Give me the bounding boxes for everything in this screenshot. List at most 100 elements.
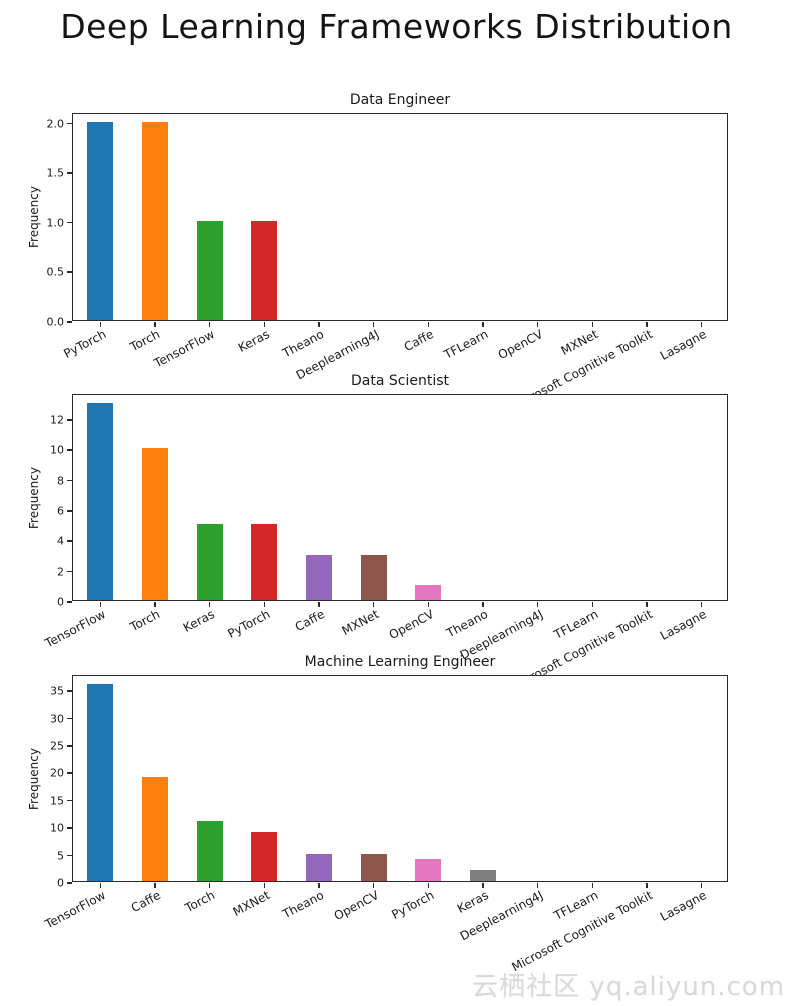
x-tick-label: OpenCV [386, 607, 436, 643]
y-tick-label: 35 [50, 684, 64, 698]
y-tick-label: 0 [57, 876, 64, 890]
y-tick-mark [66, 540, 72, 542]
y-tick-mark [66, 271, 72, 273]
y-tick-mark [66, 321, 72, 323]
x-tick-mark [208, 321, 211, 327]
x-tick-label: TensorFlow [152, 327, 218, 371]
x-tick-mark [427, 321, 430, 327]
x-tick-mark [427, 601, 430, 607]
bar-mxnet [251, 831, 278, 881]
y-tick-mark [66, 122, 72, 125]
x-tick-label: Lasagne [658, 327, 710, 363]
x-tick-label: Deeplearning4J [457, 888, 546, 944]
y-tick-label: 0.0 [46, 315, 65, 329]
x-tick-mark [536, 601, 539, 607]
x-tick-mark [646, 321, 648, 327]
y-axis-title: Frequency [27, 466, 41, 529]
x-tick-label: Deeplearning4J [293, 327, 382, 383]
x-tick-label: Theano [280, 327, 327, 361]
x-tick-mark [208, 601, 211, 607]
x-tick-mark [482, 882, 484, 888]
y-tick-label: 8 [57, 474, 64, 488]
x-tick-label: Torch [182, 888, 218, 916]
x-tick-mark [372, 882, 375, 888]
bar-keras [251, 220, 278, 320]
x-tick-label: PyTorch [388, 888, 436, 922]
axes-frame: 0 5 10 15 20 25 30 35 TensorFlow Caffe Torch MXNet T… [43, 675, 728, 974]
y-tick-mark [66, 419, 72, 421]
x-tick-mark [591, 601, 594, 607]
x-tick-label: PyTorch [60, 327, 108, 361]
bar-tensorflow [87, 402, 114, 600]
x-tick-mark [372, 601, 375, 607]
y-axis-title: Frequency [27, 186, 41, 248]
y-tick-mark [66, 510, 72, 512]
bar-tensorflow [196, 220, 223, 320]
x-tick-label: Caffe [128, 888, 163, 916]
y-tick-mark [66, 854, 72, 857]
bar-keras [470, 870, 496, 881]
x-tick-mark [154, 882, 156, 888]
x-tick-label: Lasagne [658, 888, 710, 924]
x-tick-label: Theano [444, 607, 491, 641]
x-tick-label: Torch [128, 607, 163, 635]
bar-pytorch [415, 859, 442, 881]
x-tick-mark [318, 321, 320, 327]
y-tick-label: 10 [50, 443, 64, 457]
x-tick-label: OpenCV [331, 888, 382, 924]
y-axis-title: Frequency [27, 747, 41, 810]
x-tick-mark [263, 601, 266, 607]
y-tick-label: 1.5 [46, 166, 65, 180]
bar-pytorch [87, 121, 114, 320]
y-tick-label: 2.0 [46, 117, 65, 131]
x-tick-label: OpenCV [495, 327, 546, 363]
watermark: 云栖社区 yq.aliyun.com [472, 972, 785, 1002]
x-tick-label: Theano [280, 888, 327, 922]
y-tick-label: 5 [57, 849, 64, 863]
y-tick-label: 4 [57, 534, 64, 548]
x-tick-label: Microsoft Cognitive Toolkit [509, 607, 655, 694]
bar-pytorch [251, 524, 278, 600]
x-tick-mark [99, 882, 102, 888]
bar-torch [142, 448, 168, 600]
x-tick-label: MXNet [230, 888, 272, 919]
bar-keras [196, 524, 223, 600]
x-tick-mark [372, 321, 375, 327]
y-tick-label: 6 [57, 504, 64, 518]
y-tick-label: 1.0 [46, 216, 65, 230]
bar-opencv [415, 584, 442, 600]
bar-torch [142, 121, 168, 320]
y-tick-label: 0 [57, 595, 64, 609]
y-tick-label: 30 [50, 712, 64, 726]
x-tick-label: TensorFlow [42, 888, 108, 932]
x-tick-mark [318, 601, 320, 607]
y-tick-mark [66, 479, 72, 482]
y-tick-label: 25 [50, 739, 64, 753]
y-tick-label: 20 [50, 766, 64, 780]
x-tick-mark [482, 321, 484, 327]
subplot-title: Machine Learning Engineer [304, 654, 496, 670]
y-tick-mark [66, 745, 72, 747]
x-tick-mark [263, 321, 266, 327]
y-tick-label: 0.5 [46, 265, 65, 279]
x-tick-label: Deeplearning4J [457, 607, 546, 663]
x-tick-mark [700, 882, 703, 888]
x-tick-mark [263, 882, 266, 888]
y-tick-mark [66, 601, 72, 603]
x-tick-mark [646, 601, 648, 607]
x-tick-mark [154, 321, 156, 327]
bar-torch [196, 820, 223, 881]
bar-mxnet [360, 554, 387, 600]
x-tick-label: TFLearn [551, 888, 600, 923]
x-tick-label: PyTorch [224, 607, 272, 641]
x-tick-mark [99, 321, 102, 327]
x-tick-mark [208, 882, 211, 888]
x-tick-label: Caffe [401, 327, 436, 355]
x-tick-mark [646, 882, 648, 888]
subplot-title: Data Scientist [351, 373, 449, 389]
y-tick-mark [66, 717, 72, 720]
bar-caffe [306, 554, 332, 600]
